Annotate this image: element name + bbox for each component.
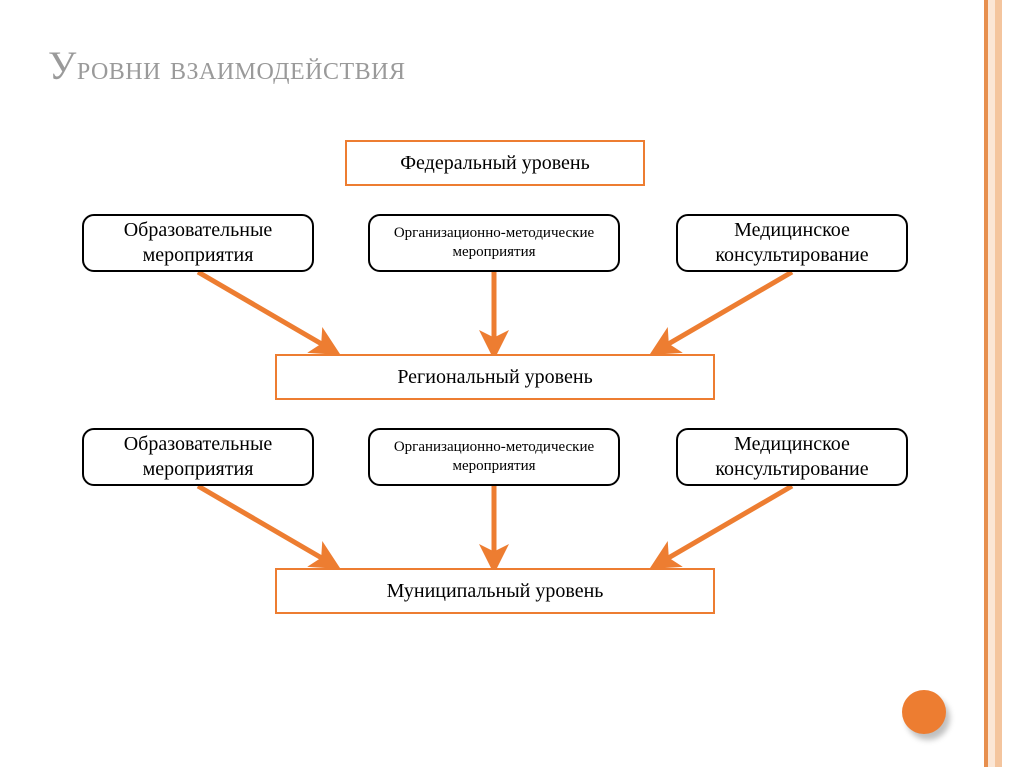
- arrow-edu1-regional: [198, 272, 332, 350]
- node-municipal: Муниципальный уровень: [275, 568, 715, 614]
- decorative-circle-icon: [902, 690, 946, 734]
- node-med1: Медицинское консультирование: [676, 214, 908, 272]
- arrow-med1-regional: [658, 272, 792, 350]
- node-med2: Медицинское консультирование: [676, 428, 908, 486]
- node-federal: Федеральный уровень: [345, 140, 645, 186]
- slide: Уровни взаимодействия Федеральный уровен…: [0, 0, 1024, 767]
- node-regional: Региональный уровень: [275, 354, 715, 400]
- flowchart-diagram: Федеральный уровень Образовательные мероп…: [0, 0, 1024, 767]
- node-org2: Организационно-методические мероприятия: [368, 428, 620, 486]
- arrow-med2-municipal: [658, 486, 792, 564]
- node-edu1: Образовательные мероприятия: [82, 214, 314, 272]
- node-org1: Организационно-методические мероприятия: [368, 214, 620, 272]
- arrow-edu2-municipal: [198, 486, 332, 564]
- node-edu2: Образовательные мероприятия: [82, 428, 314, 486]
